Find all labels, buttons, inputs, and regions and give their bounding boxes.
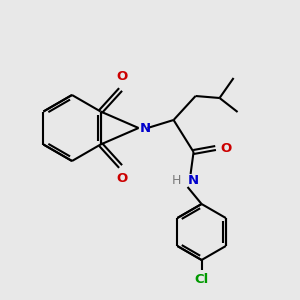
Text: O: O [220,142,232,154]
Text: O: O [116,70,127,83]
Text: N: N [188,173,199,187]
Text: O: O [116,172,127,185]
Text: Cl: Cl [194,273,209,286]
Text: H: H [172,173,182,187]
Text: N: N [140,122,151,134]
